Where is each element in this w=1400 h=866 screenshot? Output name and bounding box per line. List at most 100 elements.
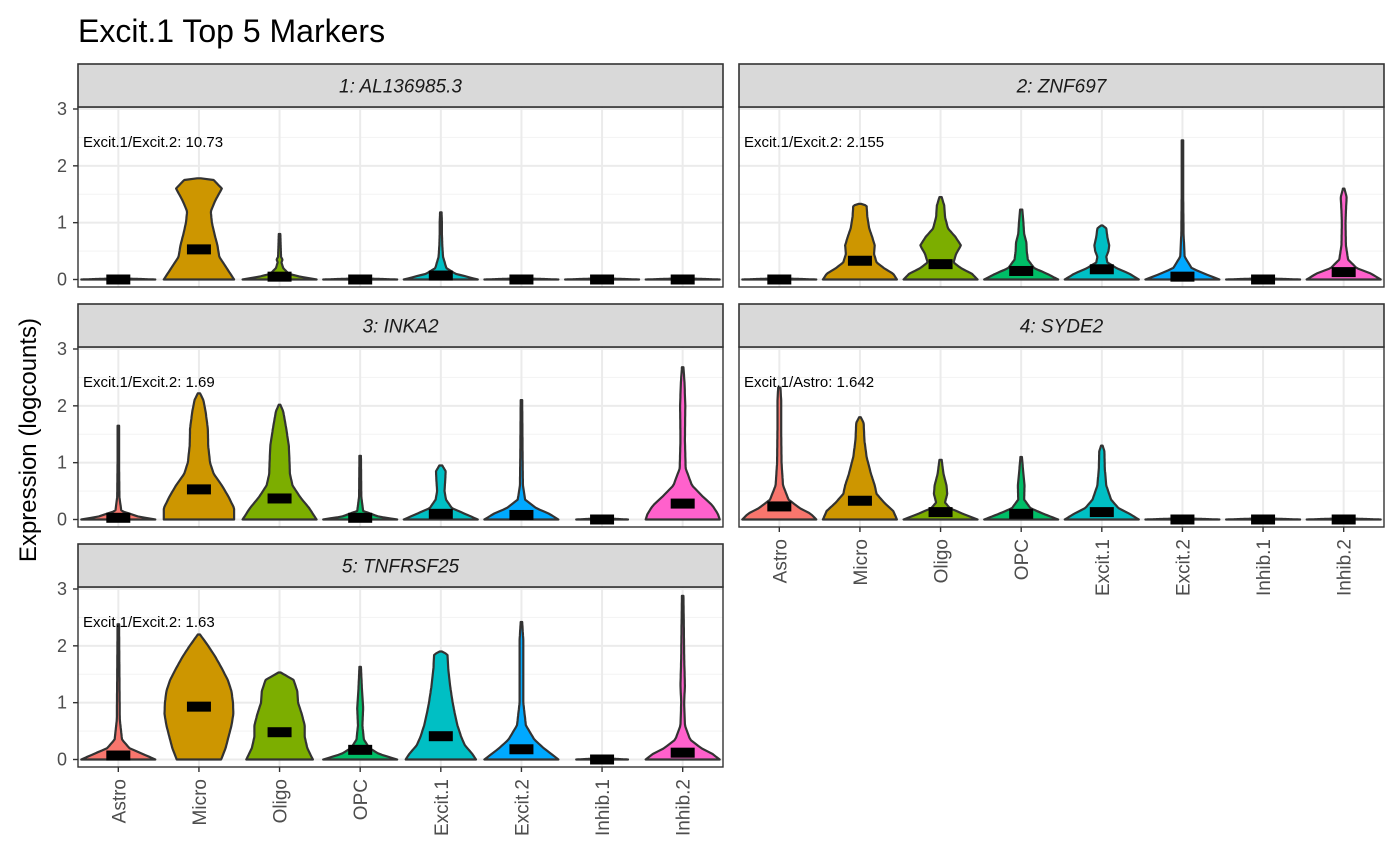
- y-tick-label: 3: [57, 339, 67, 359]
- violin-micro: [821, 416, 898, 521]
- facet-panels: 1: AL136985.3 Excit.1/Excit.2: 10.73 0 1 2 3 2…: [57, 63, 1385, 836]
- x-tick-label-excit-2: Excit.2: [1173, 539, 1194, 596]
- violin-micro: [821, 202, 898, 281]
- violin-astro: [80, 623, 157, 761]
- median-bar-oligo: [928, 507, 953, 518]
- fold-change-annotation: Excit.1/Excit.2: 2.155: [744, 134, 884, 151]
- facet-strip-label: 1: AL136985.3: [339, 77, 462, 98]
- violin-micro: [162, 392, 236, 521]
- violin-excit-1: [1063, 224, 1140, 281]
- median-bar-excit-2: [1170, 271, 1195, 282]
- median-bar-excit-2: [1170, 514, 1195, 525]
- violin-excit-1: [402, 211, 479, 281]
- violin-excit-1: [1063, 444, 1140, 521]
- x-tick-label-excit-1: Excit.1: [432, 779, 453, 836]
- median-bar-excit-1: [428, 731, 453, 742]
- x-tick-label-inhib-2: Inhib.2: [674, 779, 695, 836]
- facet-strip-label: 2: ZNF697: [1016, 77, 1108, 98]
- x-tick-label-oligo: Oligo: [271, 779, 292, 823]
- y-tick-label: 1: [57, 453, 67, 473]
- median-bar-excit-1: [428, 270, 453, 281]
- violin-oligo: [241, 403, 318, 521]
- median-bar-opc: [348, 512, 373, 523]
- violin-excit-1: [404, 650, 478, 761]
- facet-strip: [738, 303, 1385, 348]
- facet-strip: [77, 543, 724, 588]
- violin-opc: [322, 454, 399, 521]
- median-bar-excit-2: [509, 744, 534, 755]
- x-tick-label-excit-1: Excit.1: [1093, 539, 1114, 596]
- facet-panel-3: 3: INKA2 Excit.1/Excit.2: 1.69 0 1 2 3: [57, 303, 724, 530]
- facet-panel-1: 1: AL136985.3 Excit.1/Excit.2: 10.73 0 1 2 3: [57, 63, 724, 290]
- median-bar-opc: [1009, 265, 1034, 276]
- fold-change-annotation: Excit.1/Excit.2: 1.63: [83, 614, 215, 631]
- violin-astro: [80, 424, 157, 521]
- median-bar-excit-2: [509, 274, 534, 285]
- median-bar-oligo: [928, 259, 953, 270]
- median-bar-micro: [847, 495, 872, 506]
- median-bar-inhib-1: [1251, 514, 1276, 525]
- y-tick-label: 1: [57, 213, 67, 233]
- median-bar-opc: [1009, 508, 1034, 519]
- facet-panel-5: 5: TNFRSF25 Excit.1/Excit.2: 1.63 0 1 2 3 Astr…: [57, 543, 724, 836]
- median-bar-excit-1: [1089, 507, 1114, 518]
- violin-excit-2: [483, 399, 560, 521]
- x-tick-label-opc: OPC: [351, 779, 372, 820]
- violin-opc: [983, 455, 1060, 521]
- median-bar-excit-2: [509, 509, 534, 520]
- median-bar-micro: [186, 484, 211, 495]
- median-bar-astro: [767, 501, 792, 512]
- fold-change-annotation: Excit.1/Excit.2: 10.73: [83, 134, 223, 151]
- median-bar-astro: [106, 750, 131, 761]
- median-bar-inhib-2: [670, 747, 695, 758]
- violin-excit-1: [402, 464, 479, 521]
- violin-astro: [741, 386, 818, 521]
- median-bar-opc: [348, 744, 373, 755]
- x-tick-label-micro: Micro: [190, 779, 211, 825]
- violin-oligo: [241, 232, 318, 281]
- violin-micro: [163, 633, 235, 761]
- median-bar-inhib-1: [590, 514, 615, 525]
- y-axis-label: Expression (logcounts): [15, 318, 42, 562]
- violin-oligo: [902, 196, 979, 281]
- x-tick-label-excit-2: Excit.2: [512, 779, 533, 836]
- x-tick-label-micro: Micro: [851, 539, 872, 585]
- facet-strip-label: 5: TNFRSF25: [342, 557, 460, 578]
- violin-opc: [322, 665, 399, 761]
- violin-oligo: [902, 458, 979, 521]
- facet-strip-label: 3: INKA2: [362, 317, 438, 338]
- fold-change-annotation: Excit.1/Excit.2: 1.69: [83, 374, 215, 391]
- median-bar-inhib-2: [670, 274, 695, 285]
- median-bar-inhib-2: [1331, 267, 1356, 278]
- chart-title: Excit.1 Top 5 Markers: [78, 13, 385, 49]
- median-bar-excit-1: [428, 508, 453, 519]
- x-tick-label-oligo: Oligo: [932, 539, 953, 583]
- facet-strip-label: 4: SYDE2: [1020, 317, 1104, 338]
- median-bar-inhib-1: [590, 754, 615, 765]
- x-tick-label-inhib-1: Inhib.1: [593, 779, 614, 836]
- y-tick-label: 1: [57, 693, 67, 713]
- violin-oligo: [245, 671, 314, 761]
- violin-excit-2: [483, 620, 560, 761]
- y-tick-label: 3: [57, 579, 67, 599]
- median-bar-inhib-2: [1331, 514, 1356, 525]
- median-bar-inhib-1: [590, 274, 615, 285]
- median-bar-micro: [186, 244, 211, 255]
- median-bar-oligo: [267, 271, 292, 282]
- median-bar-astro: [106, 512, 131, 523]
- median-bar-micro: [186, 701, 211, 712]
- x-tick-label-astro: Astro: [109, 779, 130, 823]
- fold-change-annotation: Excit.1/Astro: 1.642: [744, 374, 874, 391]
- y-tick-label: 3: [57, 99, 67, 119]
- facet-strip: [77, 303, 724, 348]
- median-bar-oligo: [267, 727, 292, 738]
- median-bar-oligo: [267, 493, 292, 504]
- violin-inhib-2: [644, 366, 721, 521]
- y-tick-label: 2: [57, 396, 67, 416]
- violin-opc: [983, 208, 1060, 281]
- x-tick-label-inhib-1: Inhib.1: [1254, 539, 1275, 596]
- median-bar-inhib-1: [1251, 274, 1276, 285]
- y-tick-label: 0: [57, 510, 67, 530]
- median-bar-inhib-2: [670, 498, 695, 509]
